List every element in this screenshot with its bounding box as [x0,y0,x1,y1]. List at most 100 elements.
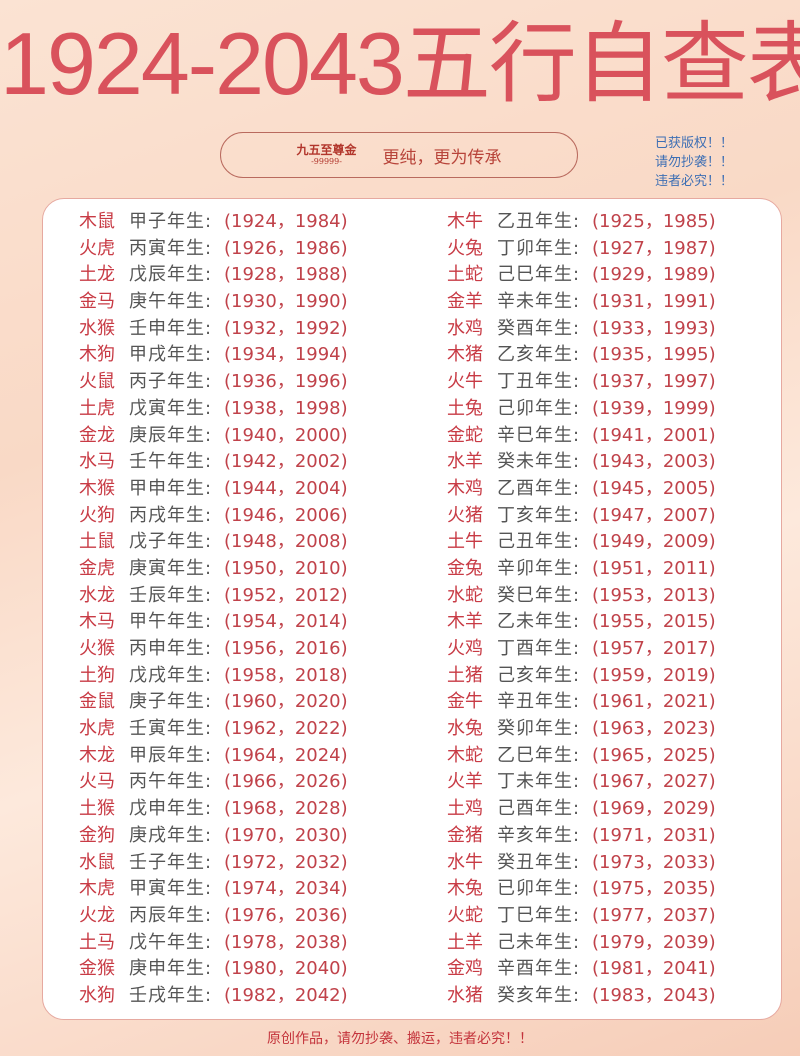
table-row: 金蛇 辛巳年生: (1941，2001) [447,423,716,450]
element-zodiac: 土龙 [79,264,115,286]
table-row: 水龙 壬辰年生: (1952，2012) [79,583,348,610]
ganzhi-label: 乙未年生: [497,611,581,633]
copyright-line: 违者必究！！ [655,174,734,189]
table-row: 火鸡 丁酉年生: (1957，2017) [447,636,716,663]
element-zodiac: 火狗 [79,504,115,526]
table-row: 火龙 丙辰年生: (1976，2036) [79,903,348,930]
element-zodiac: 火鸡 [447,638,483,659]
copyright-notice: 已获版权！！ 请勿抄袭！！ 违者必究！！ [655,134,733,191]
table-row: 土龙 戊辰年生: (1928，1988) [79,262,348,289]
element-zodiac: 土蛇 [447,264,483,286]
ganzhi-label: 壬午年生: [129,451,213,473]
element-zodiac: 木兔 [447,878,483,900]
element-zodiac: 木鸡 [447,477,483,499]
table-row: 土鸡 己酉年生: (1969，2029) [447,796,716,823]
birth-years: (1929，1989) [592,264,716,286]
birth-years: (1961，2021) [592,691,716,713]
ganzhi-label: 丁亥年生: [497,504,581,526]
element-zodiac: 金鼠 [79,691,115,713]
slogan: 更纯，更为传承 [382,147,502,168]
table-row: 火蛇 丁巳年生: (1977，2037) [447,903,716,930]
birth-years: (1953，2013) [592,584,716,606]
table-row: 火牛 丁丑年生: (1937，1997) [447,369,716,396]
ganzhi-label: 己巳年生: [497,264,581,286]
table-row: 金羊 辛未年生: (1931，1991) [447,289,716,316]
birth-years: (1939，1999) [592,397,716,419]
ganzhi-label: 甲戌年生: [129,344,213,366]
ganzhi-label: 壬辰年生: [129,584,213,606]
ganzhi-label: 甲子年生: [129,211,213,232]
table-row: 土狗 戊戌年生: (1958，2018) [79,663,348,690]
birth-years: (1955，2015) [592,611,716,633]
table-row: 土牛 己丑年生: (1949，2009) [447,529,716,556]
birth-years: (1982，2042) [224,984,348,1006]
birth-years: (1930，1990) [224,291,348,313]
element-zodiac: 金牛 [447,691,483,713]
birth-years: (1932，1992) [224,317,348,339]
ganzhi-label: 己酉年生: [497,798,581,820]
element-zodiac: 金马 [79,291,115,313]
table-row: 金牛 辛丑年生: (1961，2021) [447,689,716,716]
birth-years: (1946，2006) [224,504,348,526]
ganzhi-label: 辛丑年生: [497,691,581,713]
birth-years: (1965，2025) [592,744,716,766]
element-zodiac: 水猴 [79,317,115,339]
element-zodiac: 水狗 [79,984,115,1006]
table-row: 土蛇 己巳年生: (1929，1989) [447,262,716,289]
page-title: 1924-2043五行自查表 [0,14,800,113]
birth-years: (1972，2032) [224,851,348,873]
table-row: 木虎 甲寅年生: (1974，2034) [79,876,348,903]
table-row: 土鼠 戊子年生: (1948，2008) [79,529,348,556]
ganzhi-label: 己未年生: [497,931,581,953]
table-row: 水虎 壬寅年生: (1962，2022) [79,716,348,743]
ganzhi-label: 丙申年生: [129,638,213,659]
table-row: 土兔 己卯年生: (1939，1999) [447,396,716,423]
ganzhi-label: 癸酉年生: [497,317,581,339]
table-row: 火兔 丁卯年生: (1927，1987) [447,236,716,263]
element-zodiac: 火蛇 [447,904,483,926]
element-zodiac: 木羊 [447,611,483,633]
ganzhi-label: 丙戌年生: [129,504,213,526]
ganzhi-label: 丁丑年生: [497,371,581,393]
ganzhi-label: 庚戌年生: [129,824,213,846]
element-zodiac: 火马 [79,771,115,793]
table-row: 土虎 戊寅年生: (1938，1998) [79,396,348,423]
table-row: 土猪 己亥年生: (1959，2019) [447,663,716,690]
table-row: 土羊 己未年生: (1979，2039) [447,930,716,957]
element-zodiac: 水兔 [447,718,483,740]
table-row: 金龙 庚辰年生: (1940，2000) [79,423,348,450]
ganzhi-label: 戊戌年生: [129,664,213,686]
element-zodiac: 火兔 [447,237,483,259]
ganzhi-label: 己卯年生: [497,397,581,419]
birth-years: (1948，2008) [224,531,348,553]
table-row: 金虎 庚寅年生: (1950，2010) [79,556,348,583]
ganzhi-label: 癸亥年生: [497,984,581,1006]
birth-years: (1980，2040) [224,958,348,980]
ganzhi-label: 乙酉年生: [497,477,581,499]
birth-years: (1947，2007) [592,504,716,526]
element-zodiac: 金鸡 [447,958,483,980]
element-zodiac: 火虎 [79,237,115,259]
element-zodiac: 木猴 [79,477,115,499]
table-row: 火猪 丁亥年生: (1947，2007) [447,503,716,530]
birth-years: (1951，2011) [592,557,716,579]
ganzhi-label: 戊申年生: [129,798,213,820]
element-zodiac: 木虎 [79,878,115,900]
table-row: 水猪 癸亥年生: (1983，2043) [447,983,716,1010]
table-row: 木蛇 乙巳年生: (1965，2025) [447,743,716,770]
element-zodiac: 木龙 [79,744,115,766]
table-row: 金鸡 辛酉年生: (1981，2041) [447,956,716,983]
birth-years: (1976，2036) [224,904,348,926]
ganzhi-label: 丙子年生: [129,371,213,393]
element-zodiac: 水鼠 [79,851,115,873]
table-row: 水狗 壬戌年生: (1982，2042) [79,983,348,1010]
birth-years: (1973，2033) [592,851,716,873]
birth-years: (1954，2014) [224,611,348,633]
element-zodiac: 木狗 [79,344,115,366]
birth-years: (1967，2027) [592,771,716,793]
table-row: 木猴 甲申年生: (1944，2004) [79,476,348,503]
table-row: 火羊 丁未年生: (1967，2027) [447,769,716,796]
birth-years: (1979，2039) [592,931,716,953]
year-table-card: 木鼠 甲子年生: (1924，1984) 火虎 丙寅年生: (1926，1986) 土龙 戊辰… [42,198,782,1020]
element-zodiac: 金猴 [79,958,115,980]
